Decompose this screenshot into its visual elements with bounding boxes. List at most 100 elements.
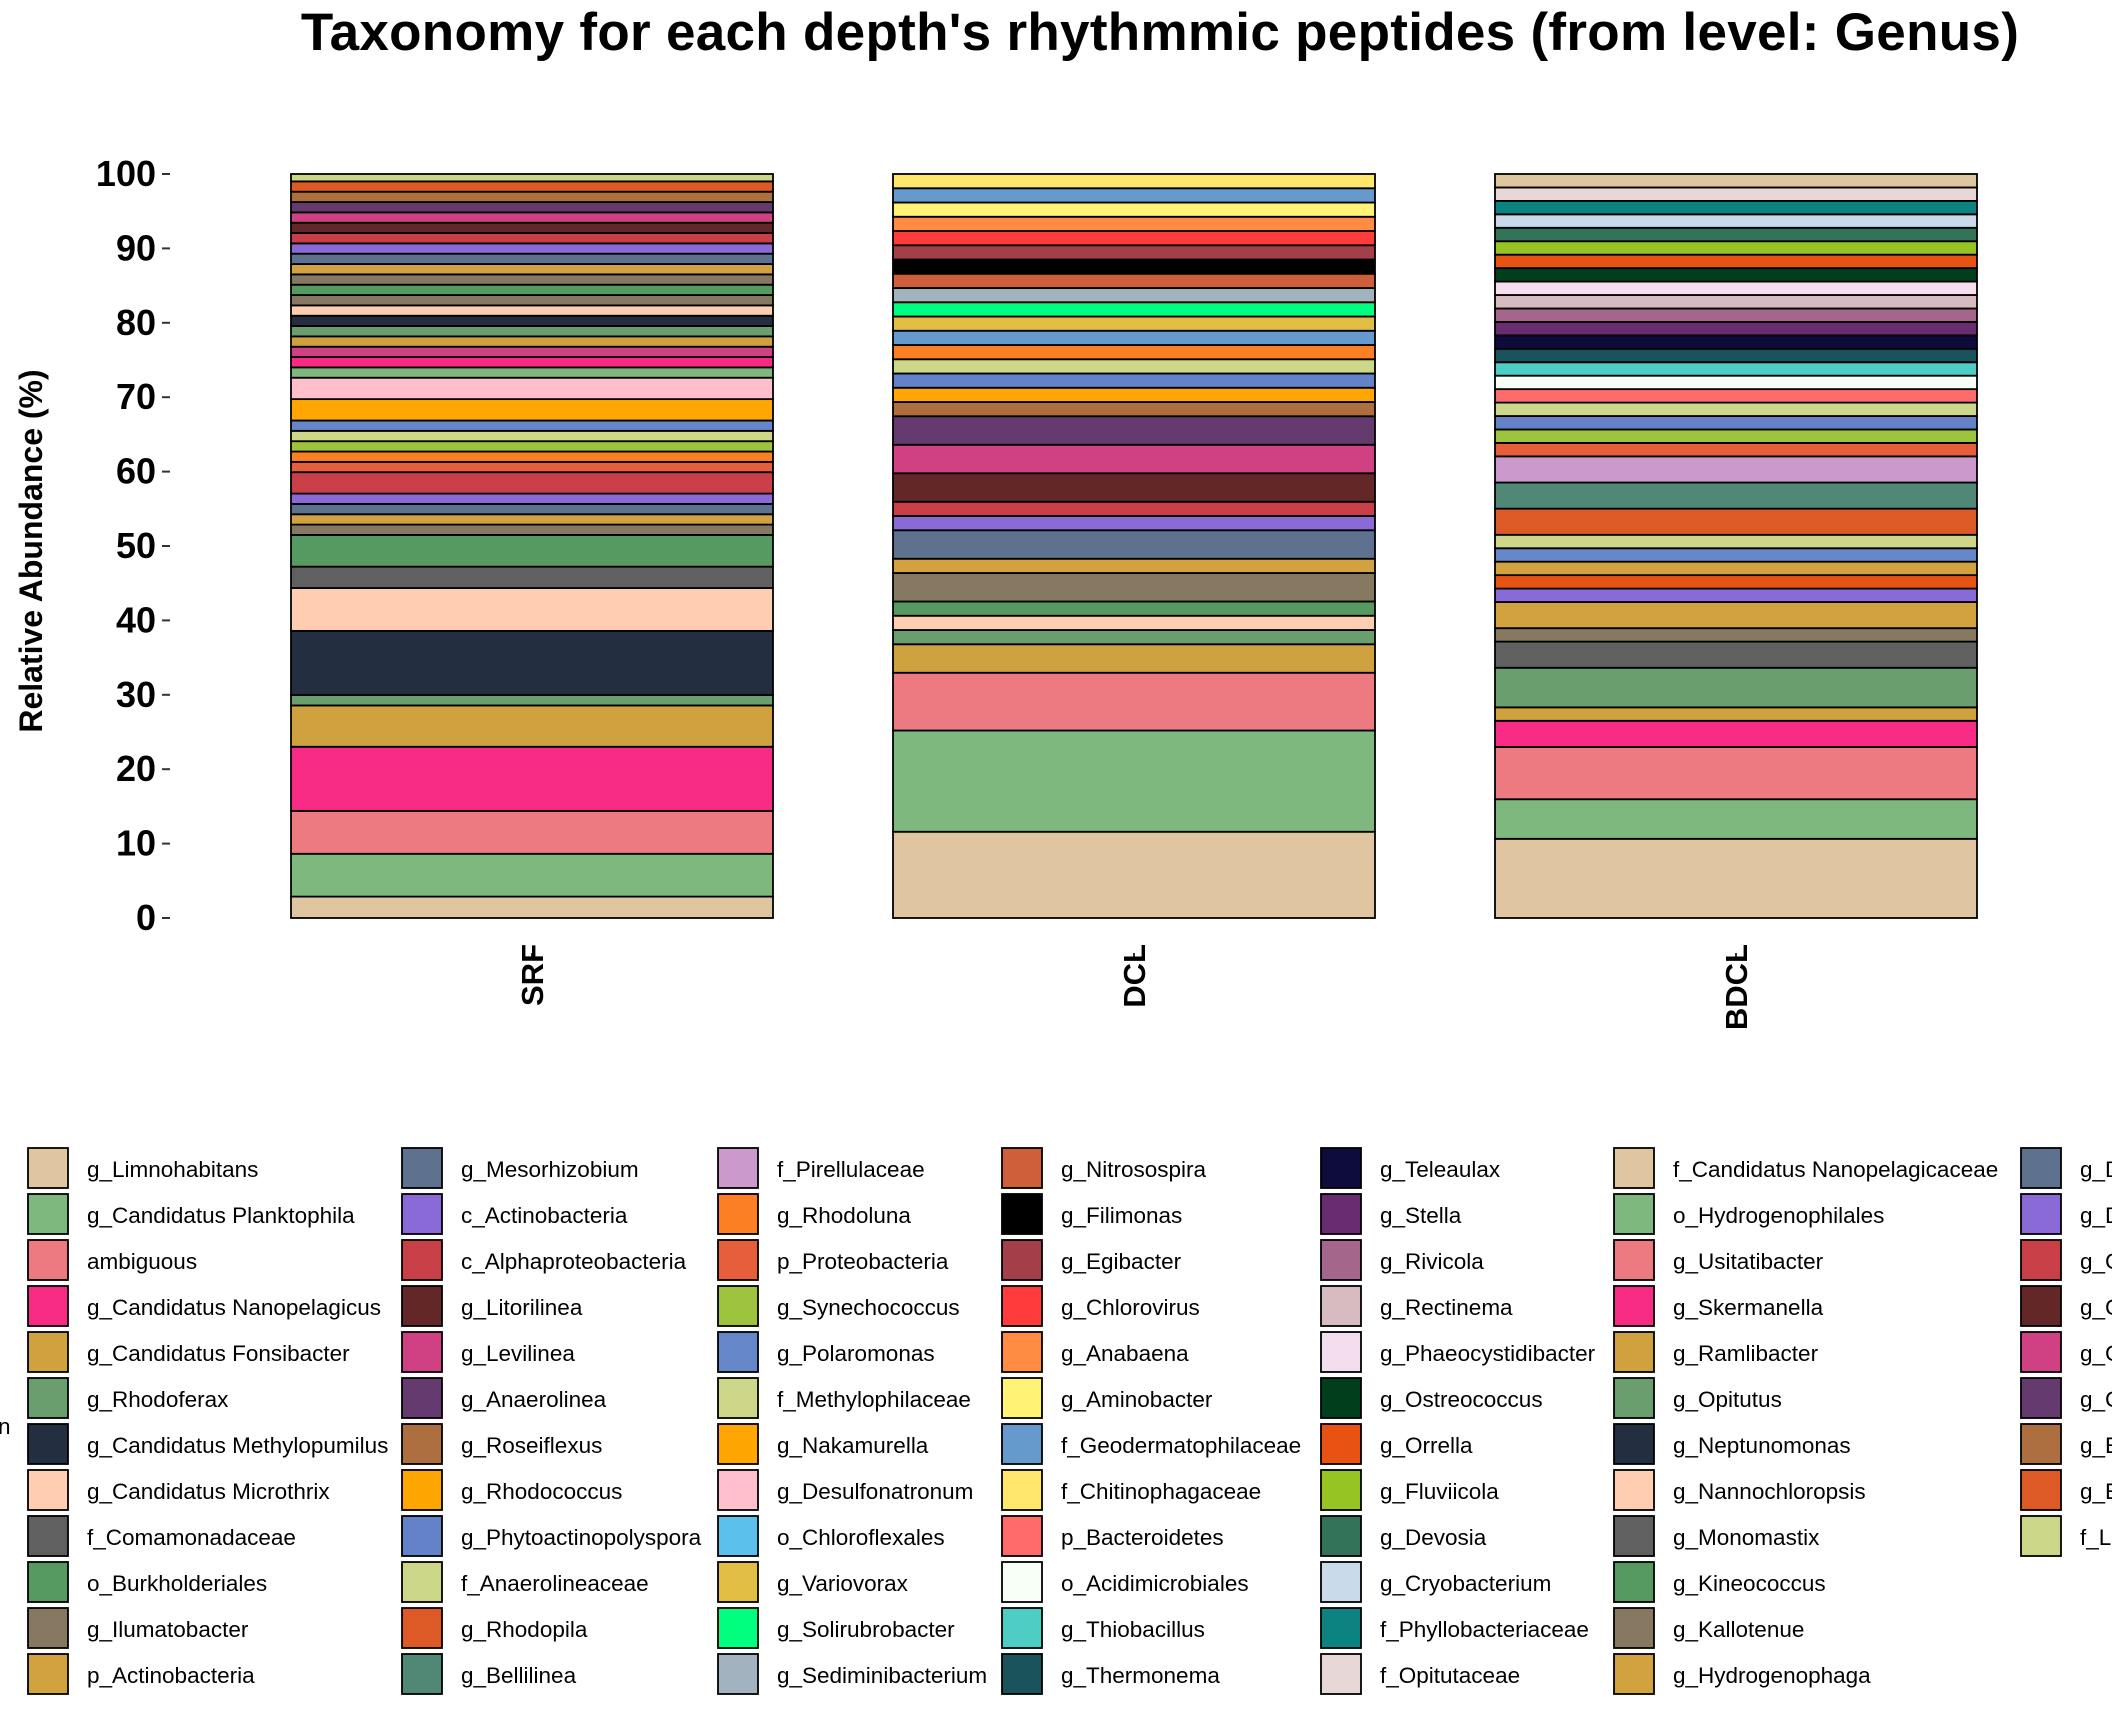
legend-item: g_Candidatus Microthrix <box>27 1469 330 1511</box>
legend-swatch <box>1001 1561 1043 1603</box>
y-tick-label: 20 <box>116 748 156 789</box>
bar-segment <box>892 272 1376 289</box>
legend-item: f_L <box>2020 1515 2111 1557</box>
bar-segment <box>892 344 1376 361</box>
legend-swatch <box>27 1193 69 1235</box>
legend-item: g_Candidatus Fonsibacter <box>27 1331 350 1373</box>
bar-segment <box>1494 415 1978 431</box>
bar-segment <box>290 460 774 474</box>
bar-segment <box>290 366 774 379</box>
legend-swatch <box>401 1147 443 1189</box>
bar-segment <box>892 372 1376 389</box>
legend-swatch <box>1613 1193 1655 1235</box>
legend-item: g_Neptunomonas <box>1613 1423 1851 1465</box>
legend-swatch <box>1320 1377 1362 1419</box>
legend-swatch <box>1320 1285 1362 1327</box>
legend-label: g_Skermanella <box>1673 1295 1824 1320</box>
bar-segment <box>1494 401 1978 417</box>
legend-item: g_E <box>2020 1423 2112 1465</box>
x-tick-label-bdcl: BDCL <box>1719 944 1754 1030</box>
legend-item: g_Candidatus Nanopelagicus <box>27 1285 381 1327</box>
legend-swatch <box>1001 1377 1043 1419</box>
legend-swatch <box>1320 1515 1362 1557</box>
bar-segment <box>290 325 774 338</box>
legend: n g_Limnohabitans g_Candidatus Planktophil… <box>0 1147 2112 1695</box>
legend-swatch <box>27 1469 69 1511</box>
legend-label: f_Opitutaceae <box>1380 1663 1520 1688</box>
bar-segment <box>892 515 1376 532</box>
bar-segment <box>1494 455 1978 484</box>
legend-item: g_Skermanella <box>1613 1285 1824 1327</box>
legend-swatch <box>401 1423 443 1465</box>
bar-segment <box>1494 388 1978 404</box>
bar-segment <box>1494 428 1978 444</box>
legend-label: g_C <box>2080 1249 2112 1274</box>
legend-swatch <box>1001 1607 1043 1649</box>
bar-segment <box>290 503 774 516</box>
legend-item: g_Hydrogenophaga <box>1613 1653 1871 1695</box>
legend-item: g_Variovorax <box>717 1561 909 1603</box>
legend-item: g_E <box>2020 1469 2112 1511</box>
bar-segment <box>892 201 1376 218</box>
legend-swatch <box>1320 1607 1362 1649</box>
legend-label: g_Opitutus <box>1673 1387 1782 1412</box>
bar-segment <box>290 419 774 432</box>
legend-item: g_Rhodoferax <box>27 1377 229 1419</box>
legend-label: g_Rhodoluna <box>777 1203 911 1228</box>
legend-item: g_Aminobacter <box>1001 1377 1213 1419</box>
legend-label: g_D <box>2080 1203 2112 1228</box>
bar-segment <box>290 173 774 183</box>
bar-segment <box>290 704 774 748</box>
bar-segment <box>290 190 774 203</box>
legend-label: g_Polaromonas <box>777 1341 935 1366</box>
bar-segment <box>290 283 774 296</box>
legend-swatch <box>717 1239 759 1281</box>
legend-item: g_Ostreococcus <box>1320 1377 1543 1419</box>
legend-swatch <box>27 1377 69 1419</box>
legend-swatch <box>717 1469 759 1511</box>
legend-item: f_Opitutaceae <box>1320 1653 1520 1695</box>
bar-segment <box>1494 574 1978 590</box>
bar-segment <box>290 523 774 536</box>
legend-item: o_Acidimicrobiales <box>1001 1561 1249 1603</box>
legend-swatch <box>1320 1561 1362 1603</box>
bar-segment <box>290 314 774 327</box>
legend-swatch <box>401 1469 443 1511</box>
legend-item: g_Ramlibacter <box>1613 1331 1819 1373</box>
bar-segment <box>1494 347 1978 364</box>
legend-label: ambiguous <box>87 1249 197 1274</box>
legend-label: g_Stella <box>1380 1203 1462 1228</box>
legend-label: g_Sediminibacterium <box>777 1663 987 1688</box>
legend-item: g_Phytoactinopolyspora <box>401 1515 702 1557</box>
bar-segment <box>892 671 1376 732</box>
legend-swatch <box>27 1515 69 1557</box>
bar-segment <box>892 187 1376 204</box>
legend-swatch <box>717 1377 759 1419</box>
legend-label: o_Burkholderiales <box>87 1571 267 1596</box>
legend-swatch <box>717 1331 759 1373</box>
x-axis: SRF DCL BDCL <box>515 944 1754 1030</box>
bar-segment <box>1494 307 1978 323</box>
legend-swatch <box>717 1193 759 1235</box>
legend-label: g_Orrella <box>1380 1433 1473 1458</box>
legend-item: c_Actinobacteria <box>401 1193 628 1235</box>
legend-swatch <box>717 1285 759 1327</box>
legend-label: g_Nitrosospira <box>1061 1157 1207 1182</box>
legend-swatch <box>1001 1469 1043 1511</box>
legend-item: f_Comamonadaceae <box>27 1515 296 1557</box>
bar-segment <box>892 215 1376 232</box>
legend-label: g_Rhodoferax <box>87 1387 229 1412</box>
legend-swatch <box>401 1561 443 1603</box>
bar-segment <box>892 301 1376 318</box>
legend-swatch <box>2020 1193 2062 1235</box>
bar-segment <box>1494 547 1978 563</box>
bar-segment <box>290 294 774 307</box>
legend-label: g_Litorilinea <box>461 1295 583 1320</box>
legend-swatch <box>1001 1653 1043 1695</box>
y-tick-label: 100 <box>96 153 156 194</box>
bar-segment <box>1494 507 1978 536</box>
legend-item: f_Candidatus Nanopelagicaceae <box>1613 1147 1998 1189</box>
bar-segment <box>1494 533 1978 550</box>
legend-label: g_E <box>2080 1479 2112 1504</box>
legend-item: g_Candidatus Planktophila <box>27 1193 355 1235</box>
